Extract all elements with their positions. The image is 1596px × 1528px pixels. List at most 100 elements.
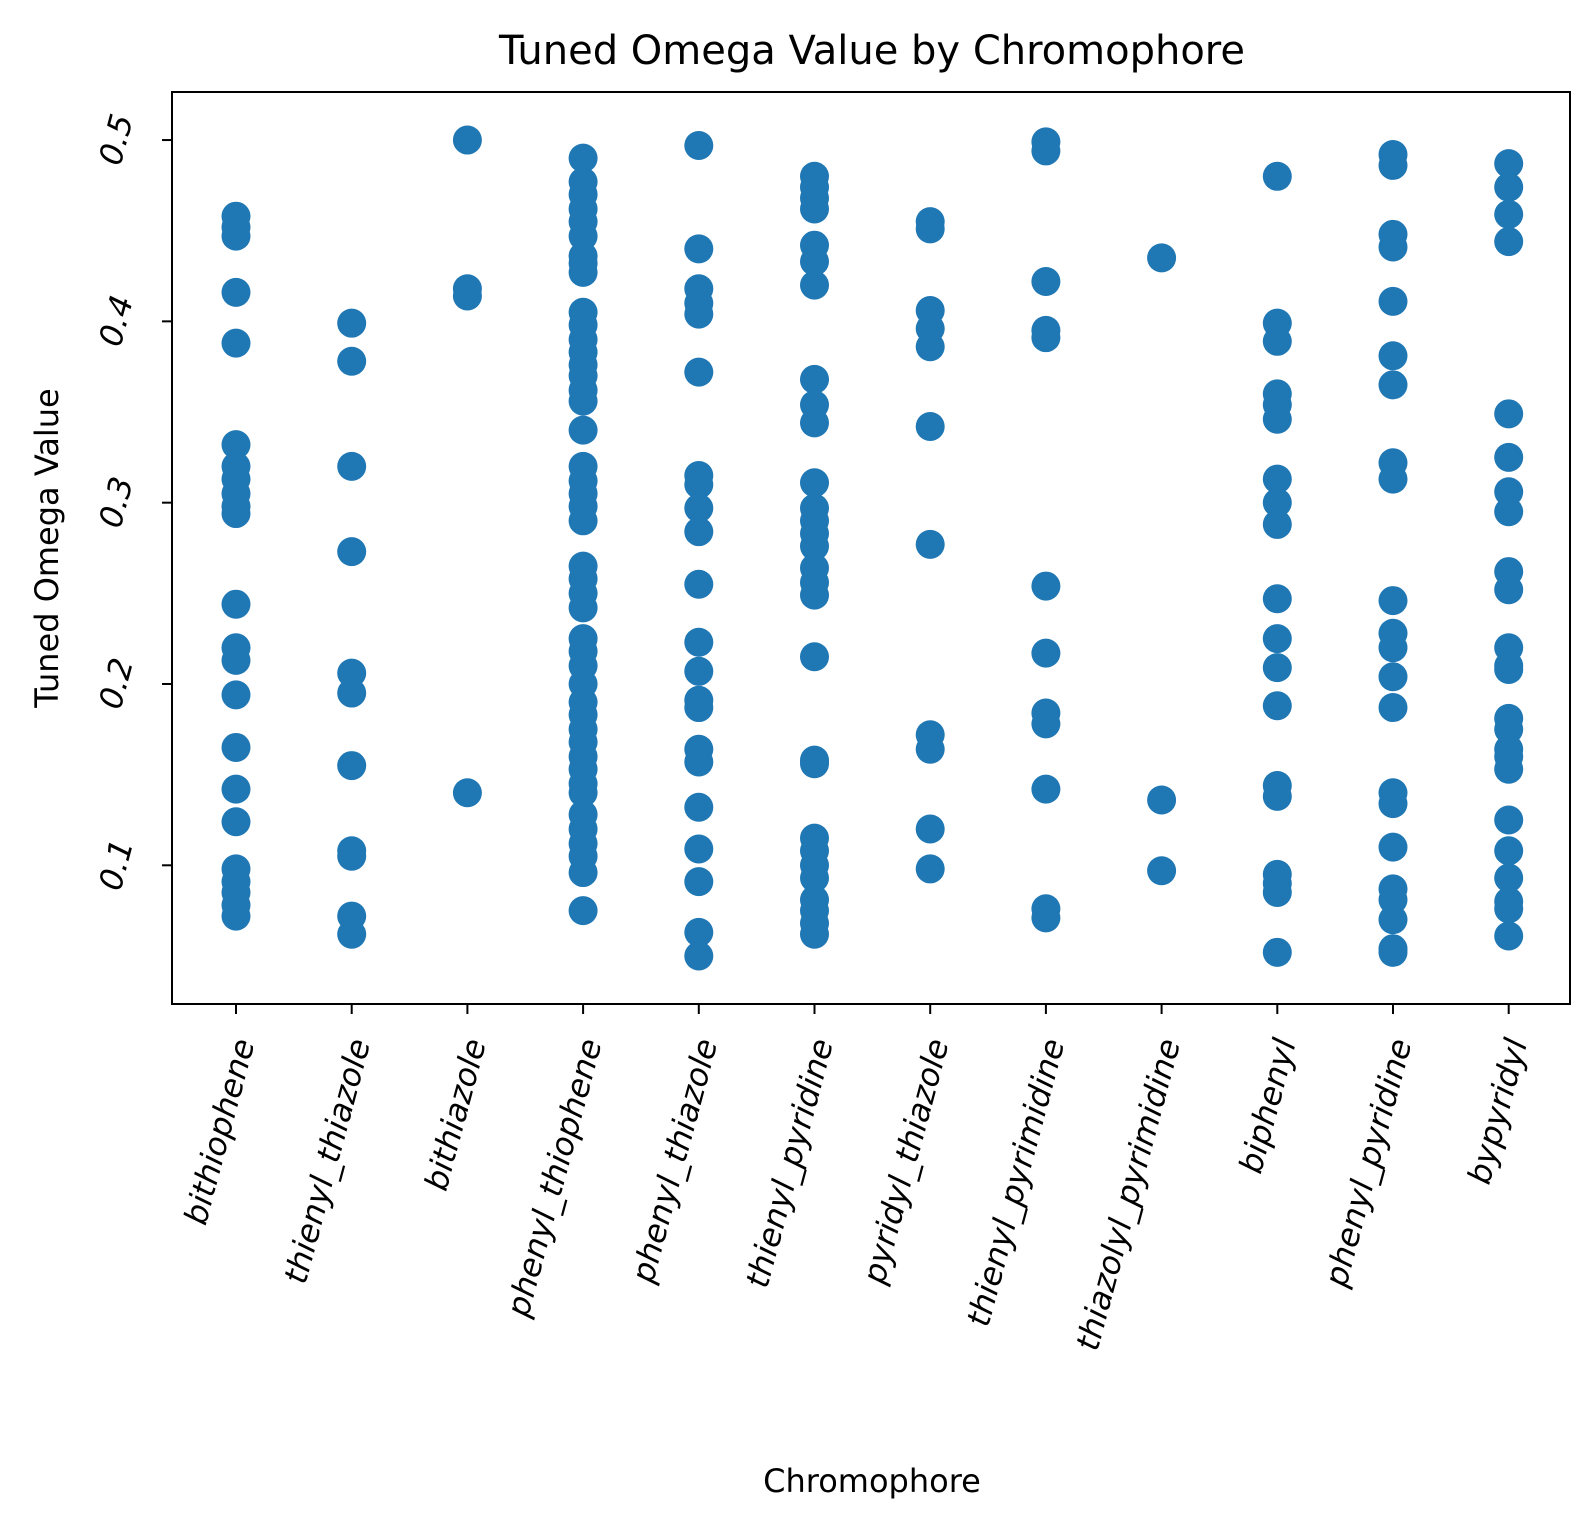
data-point-bypyridyl bbox=[1494, 863, 1524, 893]
data-point-bithiazole bbox=[452, 281, 482, 311]
data-point-bypyridyl bbox=[1494, 442, 1524, 472]
data-point-bithiophene bbox=[221, 277, 251, 307]
data-point-biphenyl bbox=[1262, 877, 1292, 907]
data-point-pyridyl_thiazole bbox=[915, 332, 945, 362]
data-point-pyridyl_thiazole bbox=[915, 412, 945, 442]
data-point-thienyl_pyrimidine bbox=[1031, 774, 1061, 804]
data-point-thienyl_pyridine bbox=[800, 863, 829, 893]
data-point-bypyridyl bbox=[1494, 227, 1524, 257]
data-point-phenyl_pyridine bbox=[1378, 586, 1408, 616]
data-point-phenyl_thiazole bbox=[684, 130, 714, 160]
data-point-bithiophene bbox=[221, 221, 251, 251]
x-tick-label-thienyl_pyridine: thienyl_pyridine bbox=[738, 1035, 841, 1292]
data-point-biphenyl bbox=[1262, 464, 1292, 494]
data-point-bypyridyl bbox=[1494, 921, 1524, 951]
data-point-thienyl_pyrimidine bbox=[1031, 266, 1061, 296]
data-point-bypyridyl bbox=[1494, 497, 1524, 527]
data-point-bithiophene bbox=[221, 732, 251, 762]
data-point-biphenyl bbox=[1262, 488, 1292, 518]
data-point-phenyl_thiazole bbox=[684, 569, 714, 599]
data-point-phenyl_thiophene bbox=[568, 896, 598, 926]
data-point-biphenyl bbox=[1262, 653, 1292, 683]
data-point-phenyl_thiophene bbox=[568, 593, 598, 623]
data-point-phenyl_thiophene bbox=[568, 221, 598, 251]
data-point-thienyl_thiazole bbox=[337, 751, 367, 781]
data-point-thienyl_pyrimidine bbox=[1031, 709, 1061, 739]
data-point-biphenyl bbox=[1262, 781, 1292, 811]
y-tick-label: 0.1 bbox=[91, 835, 141, 894]
data-point-phenyl_thiophene bbox=[568, 415, 598, 445]
data-point-bypyridyl bbox=[1494, 805, 1524, 835]
data-point-bithiophene bbox=[221, 901, 251, 931]
data-point-biphenyl bbox=[1262, 509, 1292, 539]
data-point-phenyl_thiazole bbox=[684, 493, 714, 523]
data-point-phenyl_thiazole bbox=[684, 747, 714, 777]
data-point-pyridyl_thiazole bbox=[915, 214, 945, 244]
scatter-points bbox=[221, 125, 1524, 971]
x-tick-label-thiazolyl_pyrimidine: thiazolyl_pyrimidine bbox=[1068, 1035, 1188, 1355]
data-point-bypyridyl bbox=[1494, 894, 1524, 924]
data-point-phenyl_pyridine bbox=[1378, 693, 1408, 723]
data-point-bithiophene bbox=[221, 774, 251, 804]
x-tick-label-thienyl_thiazole: thienyl_thiazole bbox=[276, 1035, 378, 1288]
data-point-thienyl_pyridine bbox=[800, 408, 829, 438]
data-point-phenyl_thiazole bbox=[684, 656, 714, 686]
data-point-thienyl_pyridine bbox=[800, 531, 829, 561]
data-point-phenyl_thiazole bbox=[684, 627, 714, 657]
x-tick-label-bithiophene: bithiophene bbox=[176, 1035, 262, 1229]
data-point-phenyl_pyridine bbox=[1378, 286, 1408, 316]
data-point-bypyridyl bbox=[1494, 836, 1524, 866]
x-tick-label-bypyridyl: bypyridyl bbox=[1460, 1034, 1535, 1188]
data-point-bithiazole bbox=[452, 125, 482, 155]
y-tick-label: 0.3 bbox=[91, 473, 141, 532]
data-point-thienyl_thiazole bbox=[337, 346, 367, 376]
data-point-phenyl_pyridine bbox=[1378, 662, 1408, 692]
x-axis: bithiophene thienyl_thiazole bithiazole phe… bbox=[176, 1004, 1535, 1354]
data-point-biphenyl bbox=[1262, 161, 1292, 191]
chart-title: Tuned Omega Value by Chromophore bbox=[498, 28, 1245, 74]
data-point-phenyl_thiophene bbox=[568, 858, 598, 888]
data-point-bithiazole bbox=[452, 778, 482, 808]
data-point-phenyl_thiophene bbox=[568, 257, 598, 287]
data-point-biphenyl bbox=[1262, 937, 1292, 967]
data-point-thienyl_thiazole bbox=[337, 658, 367, 688]
data-point-thienyl_pyrimidine bbox=[1031, 571, 1061, 601]
data-point-thienyl_pyrimidine bbox=[1031, 136, 1061, 166]
data-point-pyridyl_thiazole bbox=[915, 734, 945, 764]
data-point-thienyl_pyridine bbox=[800, 247, 829, 277]
data-point-phenyl_thiazole bbox=[684, 299, 714, 329]
data-point-thiazolyl_pyrimidine bbox=[1147, 785, 1177, 815]
data-point-phenyl_thiazole bbox=[684, 517, 714, 547]
data-point-phenyl_thiophene bbox=[568, 778, 598, 808]
data-point-bithiophene bbox=[221, 645, 251, 675]
data-point-bypyridyl bbox=[1494, 714, 1524, 744]
x-tick-label-bithiazole: bithiazole bbox=[417, 1035, 494, 1195]
data-point-thienyl_pyrimidine bbox=[1031, 903, 1061, 933]
data-point-thienyl_pyridine bbox=[800, 749, 829, 779]
data-point-thienyl_thiazole bbox=[337, 919, 367, 949]
data-point-thienyl_pyridine bbox=[800, 270, 829, 300]
data-point-thienyl_pyridine bbox=[800, 919, 829, 949]
data-point-phenyl_pyridine bbox=[1378, 789, 1408, 819]
data-point-phenyl_thiazole bbox=[684, 470, 714, 500]
y-axis-label: Tuned Omega Value bbox=[28, 388, 66, 708]
data-point-thienyl_thiazole bbox=[337, 451, 367, 481]
data-point-phenyl_pyridine bbox=[1378, 232, 1408, 262]
data-point-phenyl_thiazole bbox=[684, 693, 714, 723]
data-point-phenyl_pyridine bbox=[1378, 464, 1408, 494]
data-point-bypyridyl bbox=[1494, 654, 1524, 684]
data-point-phenyl_thiazole bbox=[684, 941, 714, 971]
data-point-phenyl_thiophene bbox=[568, 143, 598, 173]
data-point-phenyl_pyridine bbox=[1378, 150, 1408, 180]
data-point-bypyridyl bbox=[1494, 199, 1524, 229]
data-point-bypyridyl bbox=[1494, 149, 1524, 179]
data-point-thienyl_thiazole bbox=[337, 678, 367, 708]
data-point-bypyridyl bbox=[1494, 754, 1524, 784]
data-point-thienyl_pyrimidine bbox=[1031, 323, 1061, 353]
x-tick-label-thienyl_pyrimidine: thienyl_pyrimidine bbox=[959, 1035, 1072, 1331]
data-point-phenyl_thiophene bbox=[568, 386, 598, 416]
data-point-thiazolyl_pyrimidine bbox=[1147, 243, 1177, 273]
data-point-phenyl_thiazole bbox=[684, 917, 714, 947]
y-tick-label: 0.5 bbox=[91, 110, 141, 169]
